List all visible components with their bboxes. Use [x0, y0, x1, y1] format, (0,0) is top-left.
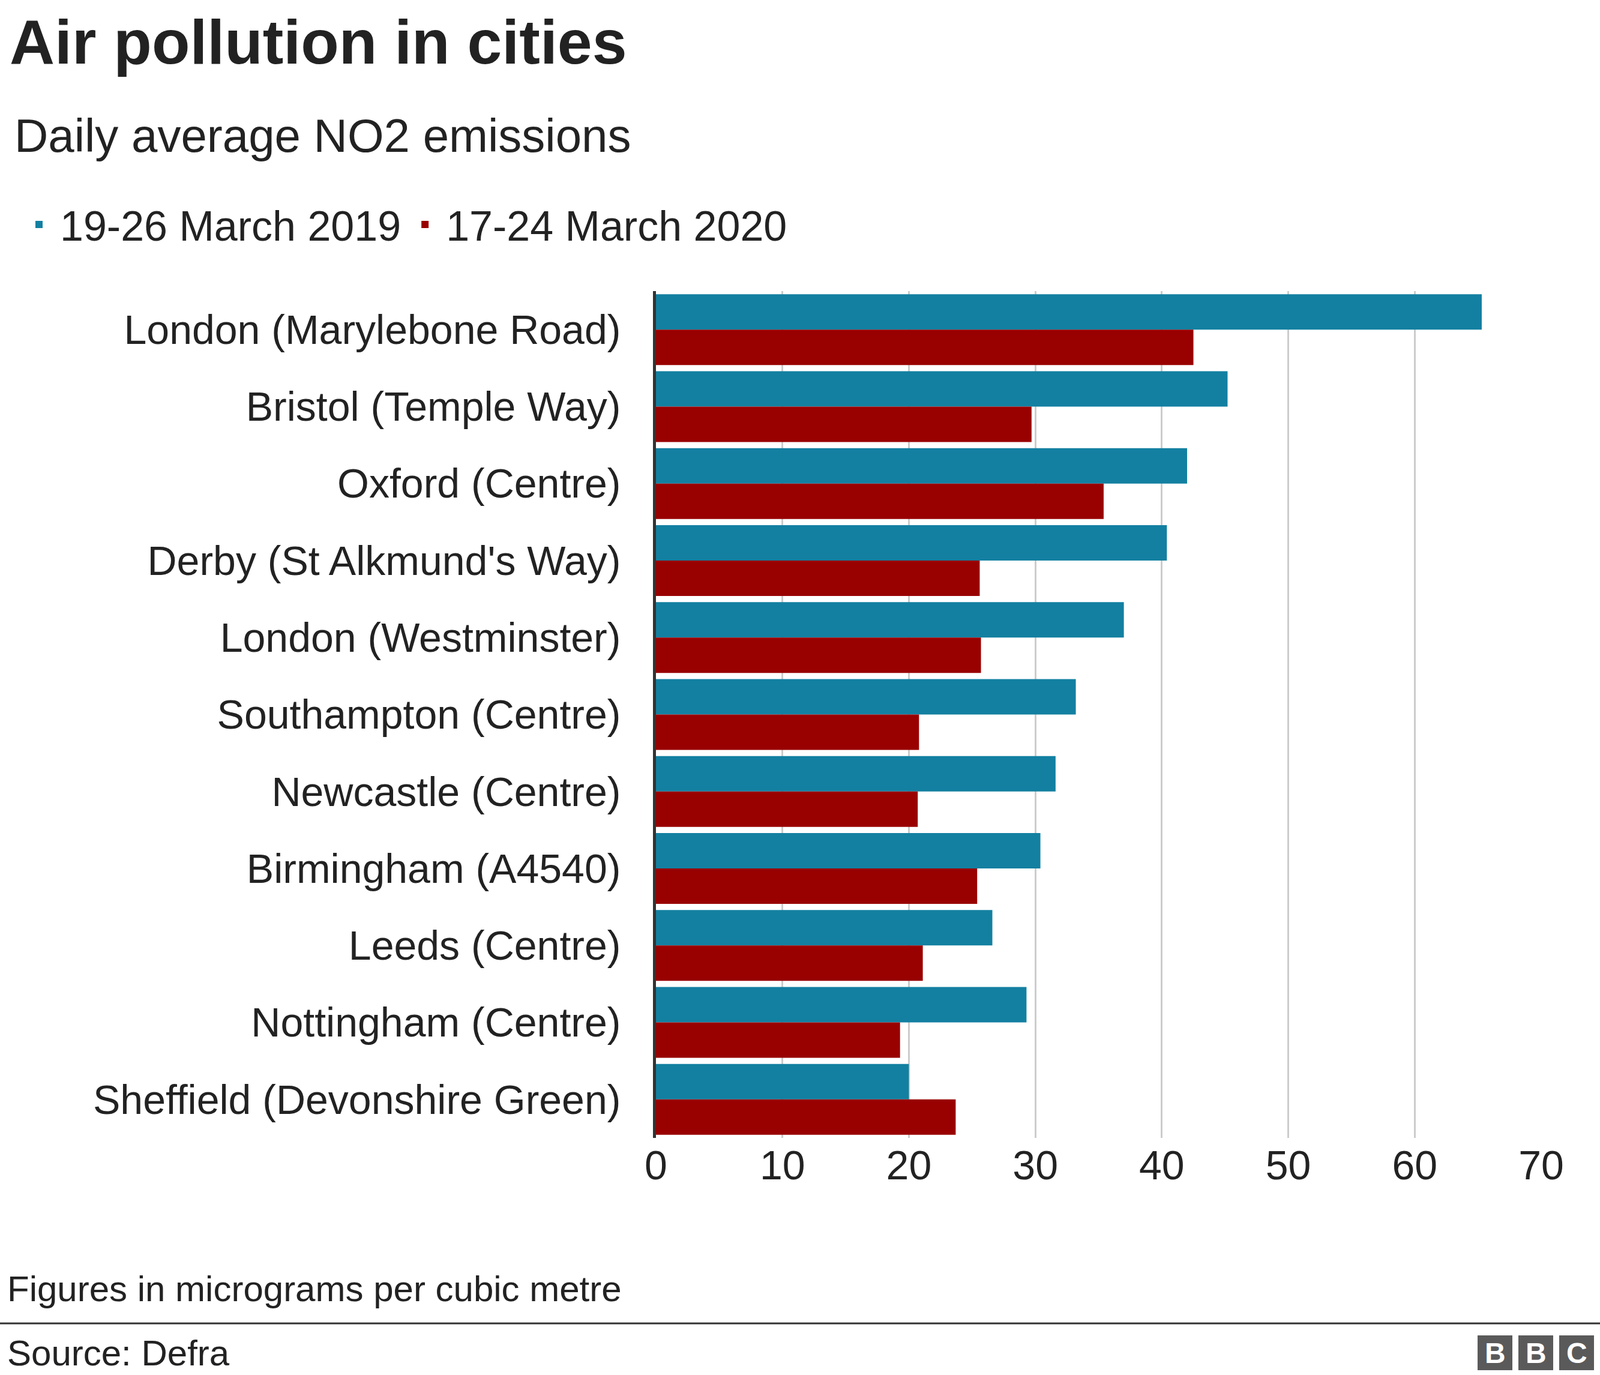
svg-text:50: 50	[1265, 1142, 1312, 1188]
svg-text:Leeds (Centre): Leeds (Centre)	[348, 922, 622, 969]
svg-text:70: 70	[1518, 1142, 1564, 1188]
svg-text:Figures in micrograms per cubi: Figures in micrograms per cubic metre	[7, 1268, 622, 1309]
svg-text:Daily average NO2 emissions: Daily average NO2 emissions	[14, 109, 631, 163]
svg-text:17-24 March 2020: 17-24 March 2020	[445, 202, 787, 250]
svg-text:London (Westminster): London (Westminster)	[220, 614, 622, 661]
svg-text:20: 20	[886, 1142, 933, 1188]
svg-text:19-26 March 2019: 19-26 March 2019	[60, 202, 401, 250]
svg-text:Sheffield (Devonshire Green): Sheffield (Devonshire Green)	[93, 1076, 621, 1123]
svg-text:Source: Defra: Source: Defra	[7, 1332, 230, 1374]
svg-text:Southampton (Centre): Southampton (Centre)	[217, 691, 622, 737]
svg-text:C: C	[1566, 1337, 1588, 1369]
svg-text:Nottingham (Centre): Nottingham (Centre)	[250, 999, 621, 1045]
svg-text:Air pollution in cities: Air pollution in cities	[9, 7, 627, 77]
svg-text:Newcastle (Centre): Newcastle (Centre)	[271, 768, 621, 815]
svg-text:60: 60	[1391, 1142, 1438, 1188]
svg-text:B: B	[1484, 1337, 1506, 1369]
svg-text:10: 10	[759, 1142, 806, 1188]
svg-text:Bristol (Temple Way): Bristol (Temple Way)	[246, 383, 622, 430]
svg-text:Birmingham (A4540): Birmingham (A4540)	[246, 845, 622, 892]
svg-text:Derby (St Alkmund's Way): Derby (St Alkmund's Way)	[147, 537, 622, 584]
svg-text:B: B	[1525, 1337, 1547, 1369]
svg-text:Oxford (Centre): Oxford (Centre)	[337, 460, 621, 506]
svg-text:London (Marylebone Road): London (Marylebone Road)	[124, 306, 622, 353]
svg-text:40: 40	[1139, 1142, 1185, 1188]
svg-text:30: 30	[1012, 1142, 1059, 1188]
svg-text:0: 0	[644, 1142, 668, 1188]
